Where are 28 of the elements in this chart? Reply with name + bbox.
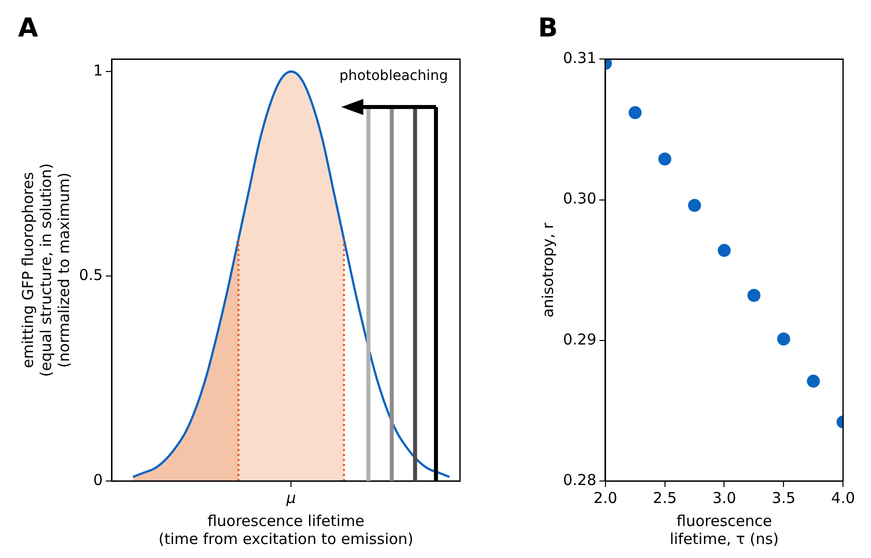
point bbox=[688, 198, 702, 212]
point bbox=[777, 332, 790, 346]
y-tick-label: 0.30 bbox=[562, 190, 596, 208]
y-tick-label: 1 bbox=[93, 61, 103, 80]
x-tick-label: 2.0 bbox=[593, 488, 618, 507]
annotation: photobleaching bbox=[339, 68, 448, 84]
x-tick-label: 2.5 bbox=[652, 488, 677, 507]
point bbox=[806, 374, 820, 388]
y-axis-title: anisotropy, r bbox=[538, 222, 557, 318]
x-tick-label: μ bbox=[285, 488, 296, 507]
y-tick-label: 0 bbox=[93, 470, 103, 489]
x-tick-label: 3.5 bbox=[772, 488, 796, 507]
point bbox=[658, 152, 672, 166]
y-tick-label: 0.31 bbox=[562, 49, 596, 68]
y-axis-title: emitting GFP fluorophores (equal structure, in solution) (normalized to maximum) bbox=[18, 163, 73, 377]
y-tick-label: 0.5 bbox=[78, 266, 103, 284]
x-tick-label: 3.0 bbox=[712, 488, 736, 507]
x-axis-title: fluorescence lifetime (time from excitation to emission) bbox=[158, 512, 414, 548]
line-series bbox=[132, 70, 451, 478]
point bbox=[628, 106, 642, 120]
point bbox=[718, 244, 731, 257]
x-axis-title: fluorescence lifetime, τ (ns) bbox=[670, 512, 779, 548]
chart-title: B bbox=[538, 13, 558, 44]
point bbox=[747, 288, 760, 302]
x-tick-label: 4.0 bbox=[831, 488, 855, 507]
chart-title: A bbox=[18, 13, 38, 44]
y-tick-label: 0.28 bbox=[562, 470, 596, 489]
y-tick-label: 0.29 bbox=[562, 330, 596, 348]
